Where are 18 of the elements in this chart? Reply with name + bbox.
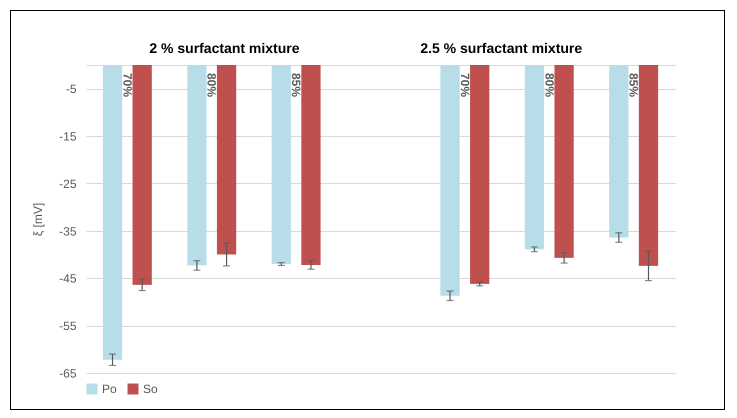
y-tick-label: -25 — [59, 176, 77, 191]
legend-label: So — [143, 382, 158, 396]
x-tick-label: 70% — [120, 73, 134, 98]
y-tick-label: -5 — [66, 82, 77, 96]
legend-label: Po — [102, 382, 118, 396]
y-tick-label: -15 — [59, 130, 77, 144]
y-axis-title: ξ [mV] — [31, 202, 46, 236]
x-tick-label: 85% — [626, 73, 641, 98]
y-tick-label: -35 — [59, 224, 77, 238]
x-tick-label: 80% — [542, 73, 556, 98]
x-tick-label: 80% — [204, 73, 219, 98]
text: 2 % surfactant mixture — [149, 40, 300, 56]
y-tick-label: -55 — [59, 319, 77, 334]
x-tick-label: 85% — [289, 73, 304, 98]
x-tick-label: 70% — [458, 73, 472, 98]
y-tick-label: -65 — [59, 366, 77, 380]
text: 2.5 % surfactant mixture — [420, 40, 582, 56]
y-tick-label: -45 — [59, 272, 77, 286]
